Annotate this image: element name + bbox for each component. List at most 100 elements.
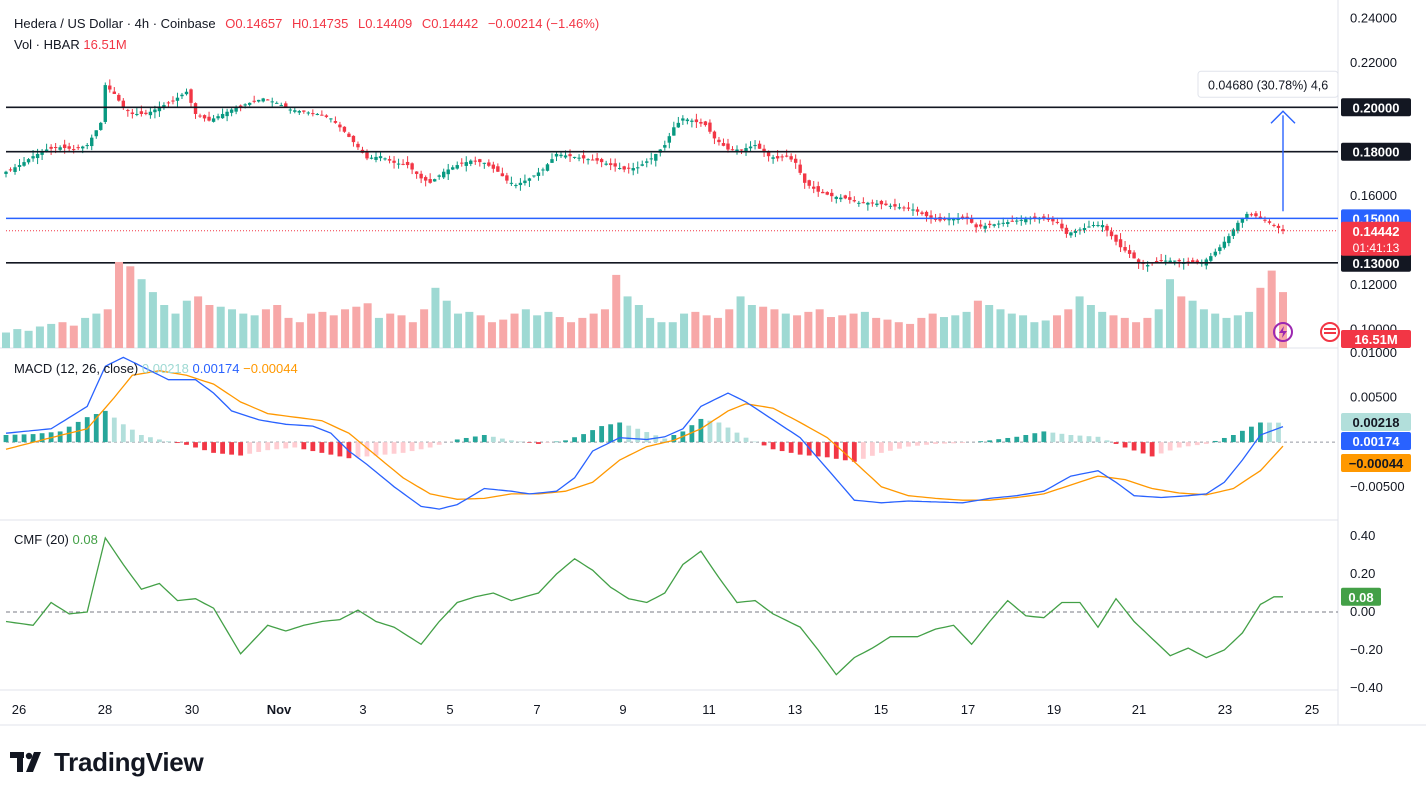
macd-hist-bar	[1014, 436, 1020, 443]
candle-body	[771, 157, 775, 159]
macd-hist-bar	[942, 442, 947, 444]
candle-body	[631, 168, 635, 171]
volume-bar	[476, 315, 485, 348]
macd-value-label: 0.00174	[1353, 434, 1401, 449]
volume-bar	[250, 315, 259, 348]
volume-bar	[1267, 270, 1276, 348]
candle-body	[234, 107, 238, 112]
candle-body	[432, 179, 437, 182]
candle-body	[762, 148, 766, 153]
volume-bar	[781, 313, 790, 348]
candle-body	[599, 159, 604, 163]
volume-bar	[544, 311, 553, 348]
candle-body	[180, 94, 184, 97]
volume-bar	[216, 306, 225, 348]
candle-body	[1218, 247, 1222, 251]
macd-hist-bar	[788, 442, 794, 453]
candle-body	[951, 218, 956, 221]
symbol-header: Hedera / US Dollar · 4h · Coinbase O0.14…	[14, 16, 605, 31]
volume-bar	[747, 305, 756, 348]
macd-hist-bar	[310, 442, 316, 452]
volume-bar	[1154, 309, 1163, 348]
candle-body	[911, 209, 915, 211]
candle-body	[40, 151, 44, 155]
volume-bar	[103, 309, 112, 348]
macd-hist-bar	[30, 434, 36, 443]
candle-body	[130, 112, 135, 114]
level-label: 0.18000	[1353, 145, 1400, 160]
volume-bar	[205, 305, 214, 348]
tradingview-logo[interactable]: TradingView	[10, 746, 204, 778]
candle-body	[550, 159, 554, 163]
macd-hist-bar	[418, 442, 424, 450]
candle-body	[13, 167, 17, 172]
volume-bar	[962, 311, 971, 348]
macd-hist-bar	[481, 435, 487, 443]
macd-hist-bar	[770, 442, 776, 450]
volume-bar	[1120, 317, 1129, 348]
macd-hist-bar	[283, 442, 289, 449]
candle-body	[748, 146, 753, 149]
candle-body	[311, 113, 315, 115]
macd-signal-value: −0.00044	[243, 361, 298, 376]
candle-body	[554, 153, 559, 157]
volume-bar	[273, 305, 282, 348]
candle-body	[157, 107, 162, 112]
candle-body	[216, 116, 220, 119]
macd-hist-bar	[1158, 442, 1164, 454]
candle-body	[866, 202, 870, 205]
candle-body	[1231, 229, 1236, 236]
flag-icon[interactable]	[1320, 322, 1340, 342]
candle-body	[1267, 221, 1272, 223]
macd-hist-bar	[906, 442, 911, 447]
macd-hist-bar	[301, 442, 307, 450]
candle-body	[148, 111, 153, 116]
candle-body	[44, 149, 49, 152]
macd-hist-bar	[454, 439, 460, 443]
candle-body	[108, 85, 112, 90]
macd-hist-bar	[1032, 433, 1038, 443]
candle-body	[1168, 260, 1172, 263]
x-tick-label: 26	[12, 702, 26, 717]
volume-bar	[487, 322, 496, 348]
candle-body	[893, 204, 897, 207]
volume-bar	[1222, 317, 1231, 348]
macd-histogram	[3, 410, 1281, 462]
cmf-name: CMF (20)	[14, 532, 69, 547]
macd-hist-bar	[662, 438, 668, 443]
candle-body	[67, 146, 71, 149]
volume-bar	[838, 315, 847, 348]
price-tick-label: 0.12000	[1350, 277, 1397, 292]
lightning-icon[interactable]	[1273, 322, 1293, 342]
volume-bar	[589, 313, 598, 348]
candle-body	[654, 153, 658, 161]
candle-body	[834, 196, 838, 199]
volume-bar	[996, 309, 1005, 348]
candle-body	[775, 156, 780, 159]
candle-body	[333, 121, 338, 123]
candle-body	[71, 149, 76, 151]
macd-hist-bar	[779, 442, 785, 452]
cmf-tick-label: 0.40	[1350, 528, 1375, 543]
candle-body	[509, 182, 514, 184]
candle-body	[1127, 250, 1132, 254]
volume-bar	[148, 292, 157, 348]
volume-legend: Vol · HBAR 16.51M	[14, 37, 127, 52]
candle-body	[640, 164, 644, 166]
candle-body	[812, 186, 816, 189]
candle-body	[532, 175, 536, 177]
x-tick-label: 17	[961, 702, 975, 717]
volume-bar	[623, 296, 632, 348]
macd-hist-bar	[563, 440, 568, 443]
candle-body	[622, 166, 626, 170]
candle-body	[1209, 256, 1213, 261]
candle-body	[1263, 219, 1267, 221]
macd-hist-bar	[39, 433, 45, 443]
volume-bar	[431, 287, 440, 348]
volume-bar	[1199, 309, 1208, 348]
volume-bar	[555, 317, 564, 348]
candle-body	[590, 159, 595, 161]
candle-body	[419, 173, 423, 179]
volume-bar	[13, 329, 22, 348]
